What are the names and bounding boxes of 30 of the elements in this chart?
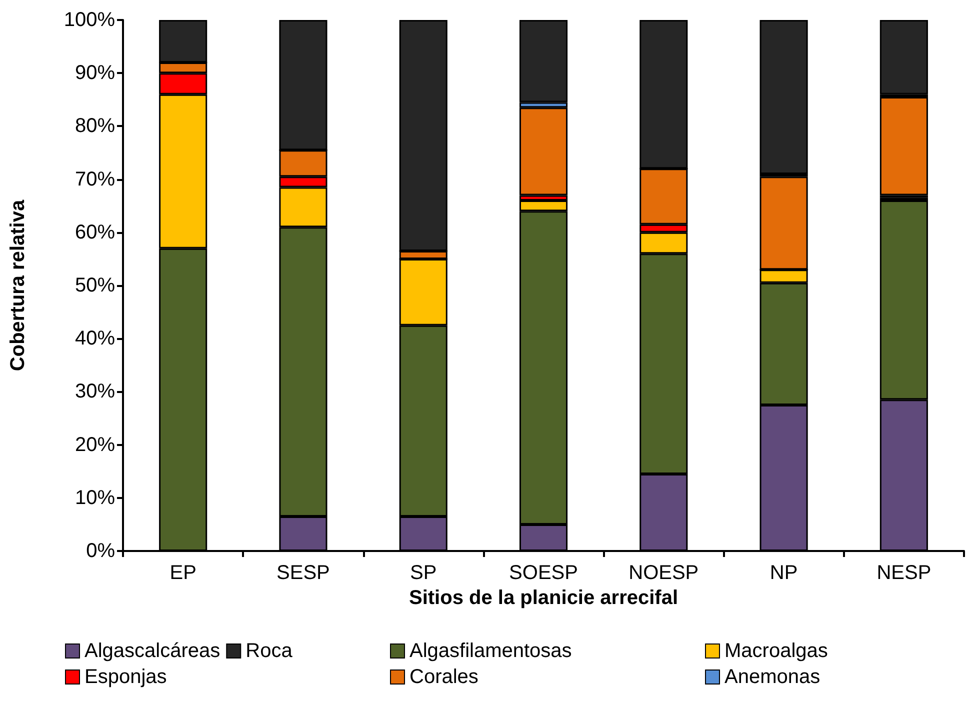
bar: [880, 96, 928, 196]
y-tick-label: 20%: [74, 434, 116, 456]
y-tick-label: 70%: [74, 168, 116, 190]
x-axis-title: Sitios de la planicie arrecifal: [408, 586, 678, 609]
x-tick-label: SOESP: [509, 562, 578, 584]
x-tick-label: NP: [770, 562, 798, 584]
y-tick-label: 90%: [74, 62, 116, 84]
y-tick-label: 10%: [74, 486, 116, 509]
bar: [760, 20, 808, 174]
x-tick-label: NESP: [876, 562, 932, 584]
y-tick-label: 80%: [74, 115, 116, 138]
legend-label: Anemonas: [724, 666, 820, 688]
legend-label: Algascalcáreas: [84, 640, 220, 662]
bar: [880, 20, 928, 94]
y-tick-label: 40%: [74, 328, 116, 350]
legend-label: Roca: [246, 640, 294, 662]
x-tick-label: SP: [410, 562, 437, 584]
y-tick-label: 100%: [64, 9, 116, 31]
y-tick-label: 50%: [74, 274, 116, 296]
y-tick-label: 60%: [74, 221, 116, 244]
legend-label: Corales: [410, 666, 478, 688]
y-axis-title: Cobertura relativa: [7, 199, 29, 372]
legend-label: Algasfilamentosas: [410, 640, 572, 662]
x-tick-label: NOESP: [628, 562, 699, 584]
y-tick-label: 30%: [74, 380, 116, 403]
x-tick-label: EP: [170, 562, 196, 584]
legend-label: Macroalgas: [724, 640, 828, 662]
x-tick-label: SESP: [276, 562, 330, 584]
y-tick-label: 0%: [86, 540, 116, 562]
legend-label: Esponjas: [84, 666, 167, 688]
